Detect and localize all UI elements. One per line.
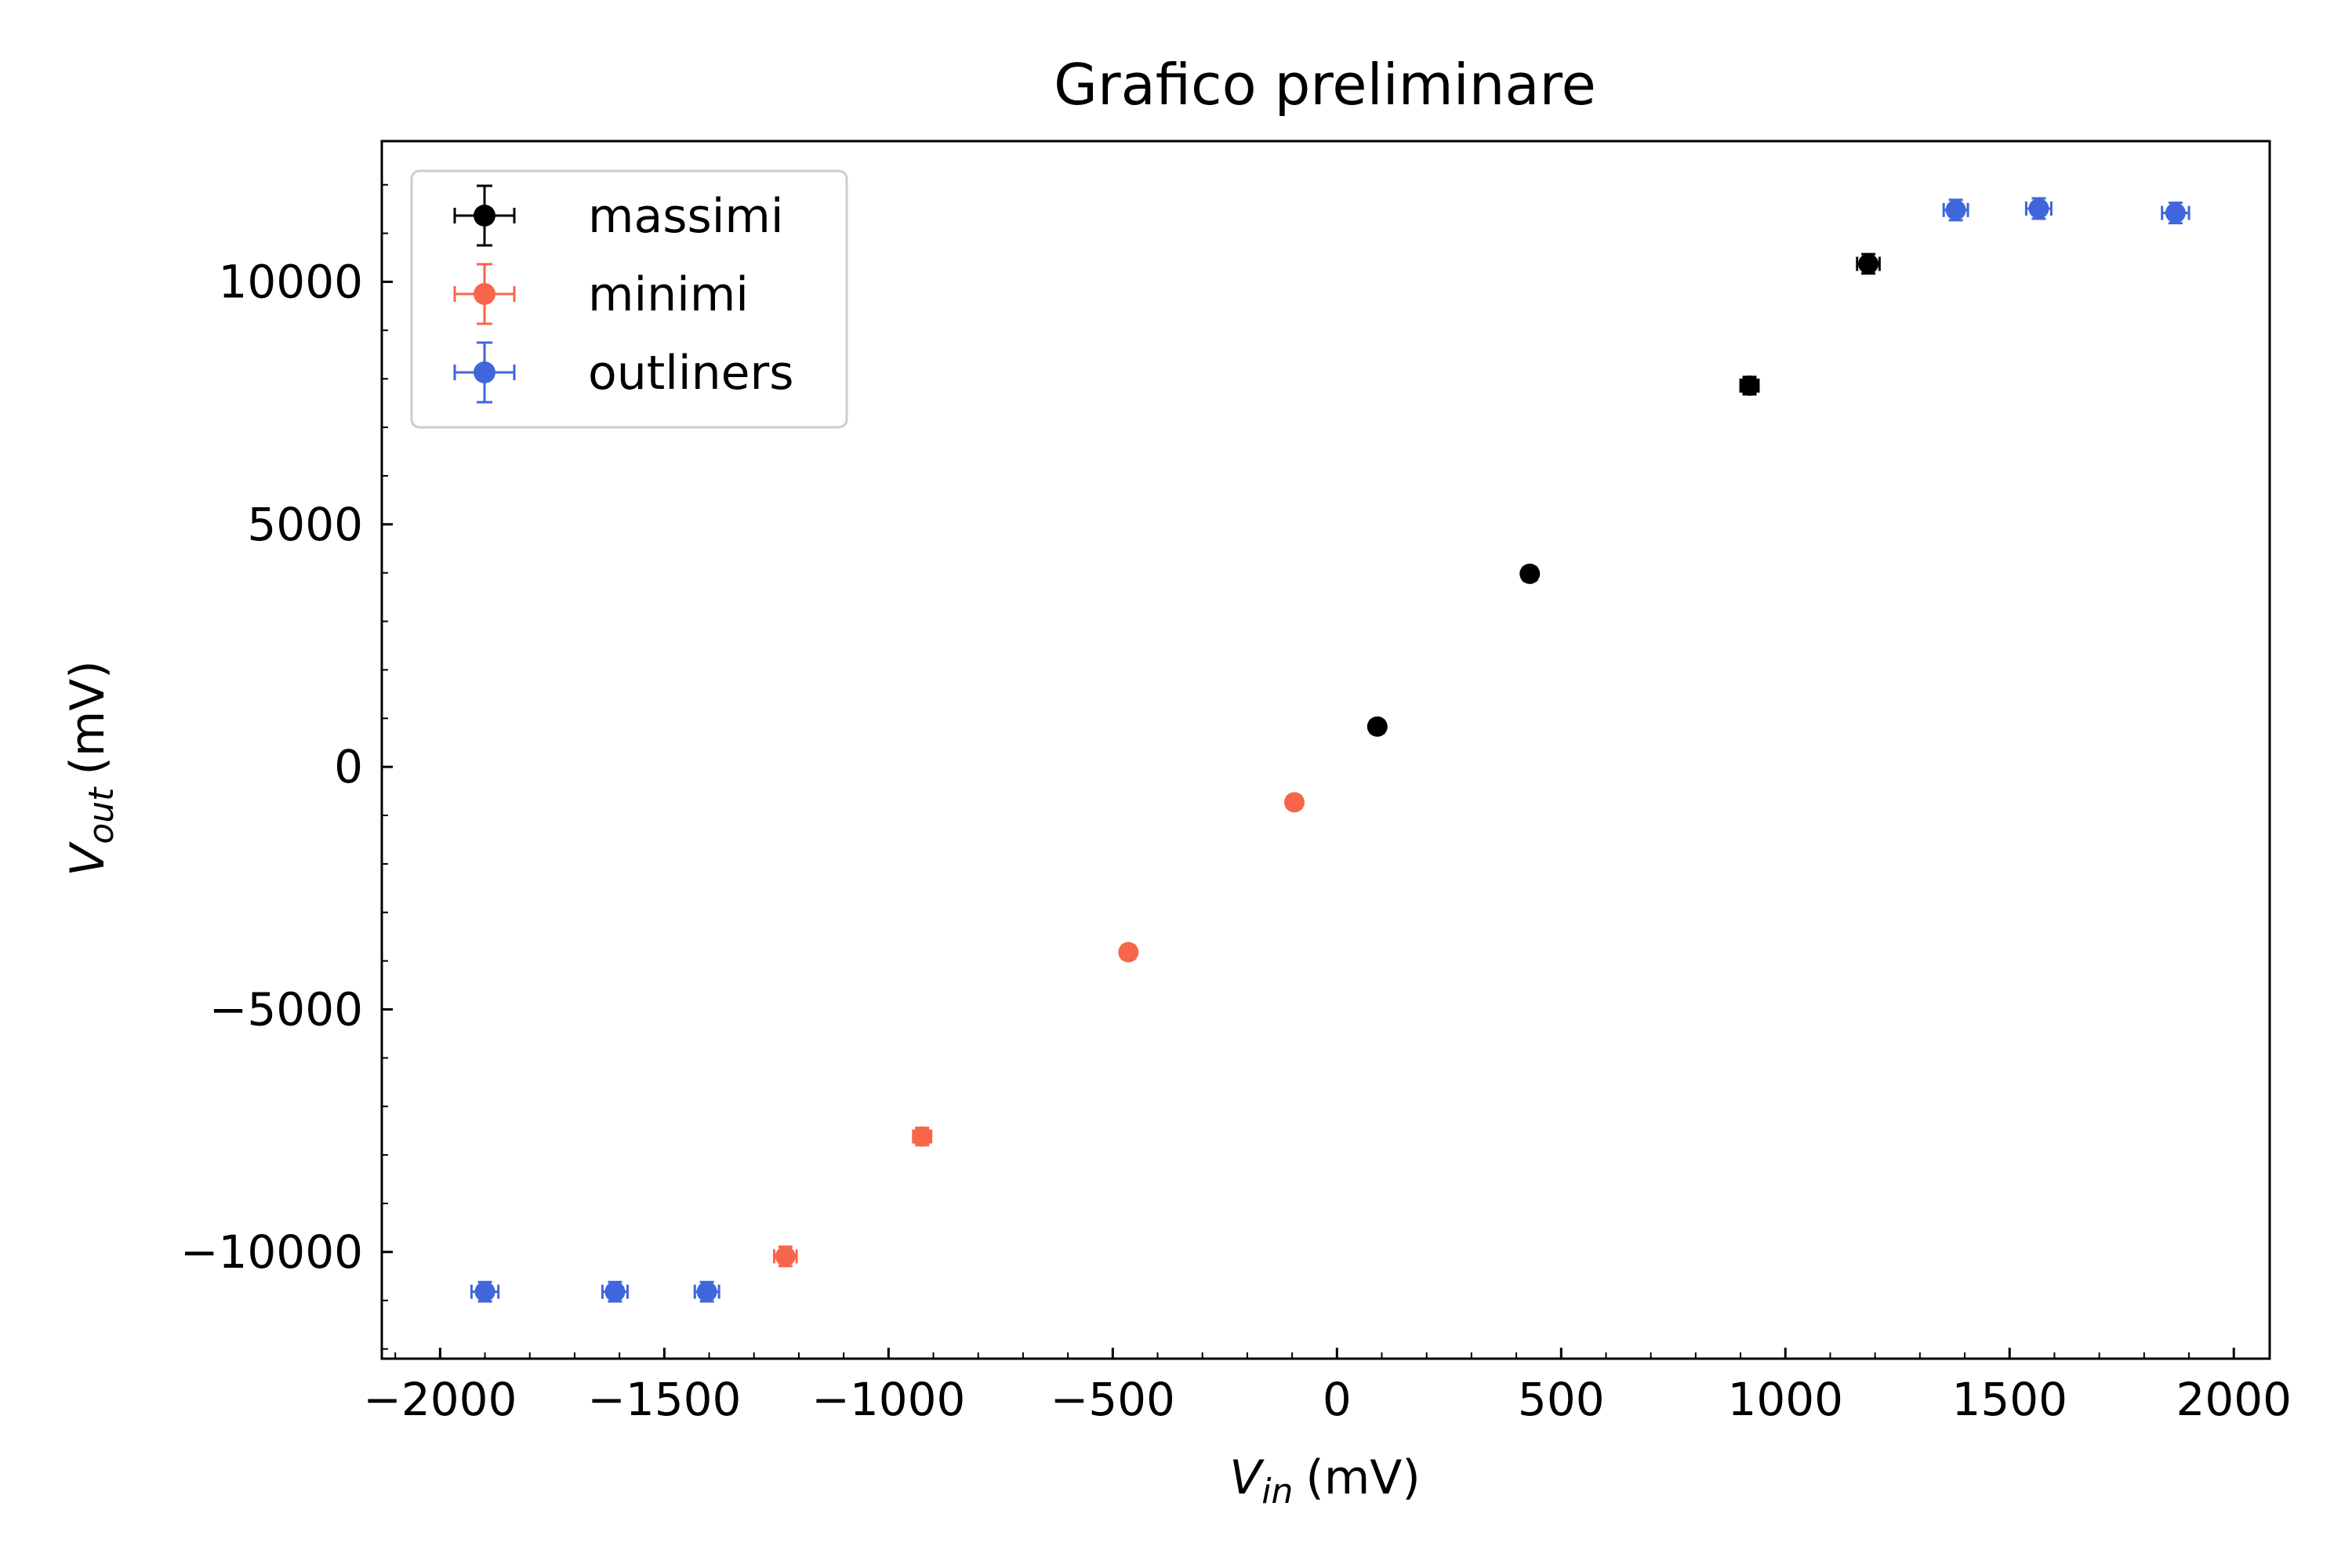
- legend-entries: massimi minimi outliners: [453, 184, 793, 404]
- x-tick-label: 500: [1518, 1373, 1605, 1426]
- chart-title: Grafico preliminare: [1054, 52, 1596, 118]
- y-tick-label: −5000: [209, 983, 363, 1036]
- data-point-massimi: [1856, 252, 1881, 275]
- data-marker: [2028, 198, 2049, 220]
- data-point-outliners: [470, 1280, 500, 1303]
- data-point-massimi: [1367, 716, 1388, 737]
- data-point-outliners: [1942, 198, 1969, 222]
- x-tick-label: −1000: [811, 1373, 965, 1426]
- plot-area-frame: [380, 140, 2271, 1360]
- data-marker: [1367, 716, 1388, 737]
- data-point-outliners: [2024, 197, 2053, 220]
- series-massimi: [1367, 252, 1881, 737]
- x-axis-title: Vin (mV): [1229, 1450, 1420, 1512]
- data-point-outliners: [2161, 201, 2190, 225]
- x-tick-label: −1500: [587, 1373, 741, 1426]
- x-axis-unit: (mV): [1305, 1450, 1420, 1505]
- legend-label: massimi: [588, 189, 784, 244]
- data-point-minimi: [772, 1245, 798, 1268]
- x-tick-label: 2000: [2176, 1373, 2292, 1426]
- x-tick-label: −2000: [363, 1373, 517, 1426]
- data-marker: [1283, 792, 1305, 813]
- data-points: [470, 197, 2190, 1303]
- data-marker: [1858, 253, 1879, 274]
- legend-marker: [474, 205, 495, 227]
- svg-text:Vout(mV): Vout (mV): [60, 660, 122, 876]
- data-marker: [1118, 942, 1139, 963]
- y-axis-title: Vout (mV): [60, 660, 122, 876]
- data-marker: [474, 1281, 495, 1302]
- x-axis-var: V: [1229, 1450, 1265, 1505]
- x-tick-label: 1000: [1727, 1373, 1843, 1426]
- legend-marker: [474, 361, 495, 383]
- data-marker: [696, 1281, 717, 1302]
- y-axis-var: V: [60, 841, 115, 877]
- y-axis-unit: (mV): [60, 660, 115, 775]
- data-marker: [775, 1246, 796, 1267]
- data-marker: [2165, 202, 2186, 223]
- x-axis-sub: in: [1261, 1472, 1293, 1512]
- series-minimi: [772, 792, 1305, 1268]
- data-point-minimi: [1283, 792, 1305, 813]
- y-tick-label: 0: [334, 740, 363, 793]
- data-point-minimi: [912, 1126, 933, 1147]
- legend-entry-minimi: minimi: [453, 263, 749, 325]
- x-tick-label: −500: [1051, 1373, 1175, 1426]
- data-point-outliners: [601, 1280, 629, 1303]
- x-tick-label: 0: [1323, 1373, 1352, 1426]
- series-outliners: [470, 197, 2190, 1303]
- legend-box: [410, 169, 848, 429]
- y-tick-label: 5000: [247, 498, 363, 551]
- y-axis-sub: out: [82, 786, 122, 844]
- y-tick-label: −10000: [180, 1225, 363, 1279]
- data-marker: [1519, 563, 1541, 584]
- data-point-minimi: [1118, 942, 1139, 963]
- data-marker: [1945, 199, 1966, 220]
- legend-label: minimi: [588, 267, 749, 322]
- svg-text:Vin(mV): Vin (mV): [1229, 1450, 1420, 1512]
- y-tick-label: 10000: [218, 255, 363, 308]
- data-point-massimi: [1739, 375, 1760, 396]
- legend: massimi minimi outliners: [410, 169, 848, 429]
- axis-tick-labels: −2000 −1500 −1000 −500 0 500 1000 1500 2000−1000…: [180, 255, 2292, 1426]
- data-point-massimi: [1519, 563, 1541, 584]
- data-marker: [604, 1281, 626, 1302]
- data-marker: [1739, 375, 1760, 396]
- x-tick-label: 1500: [1951, 1373, 2067, 1426]
- data-marker: [912, 1126, 933, 1147]
- legend-marker: [474, 283, 495, 305]
- legend-entry-massimi: massimi: [453, 184, 784, 247]
- legend-entry-outliners: outliners: [453, 341, 793, 404]
- data-point-outliners: [693, 1280, 720, 1303]
- legend-label: outliners: [588, 346, 793, 401]
